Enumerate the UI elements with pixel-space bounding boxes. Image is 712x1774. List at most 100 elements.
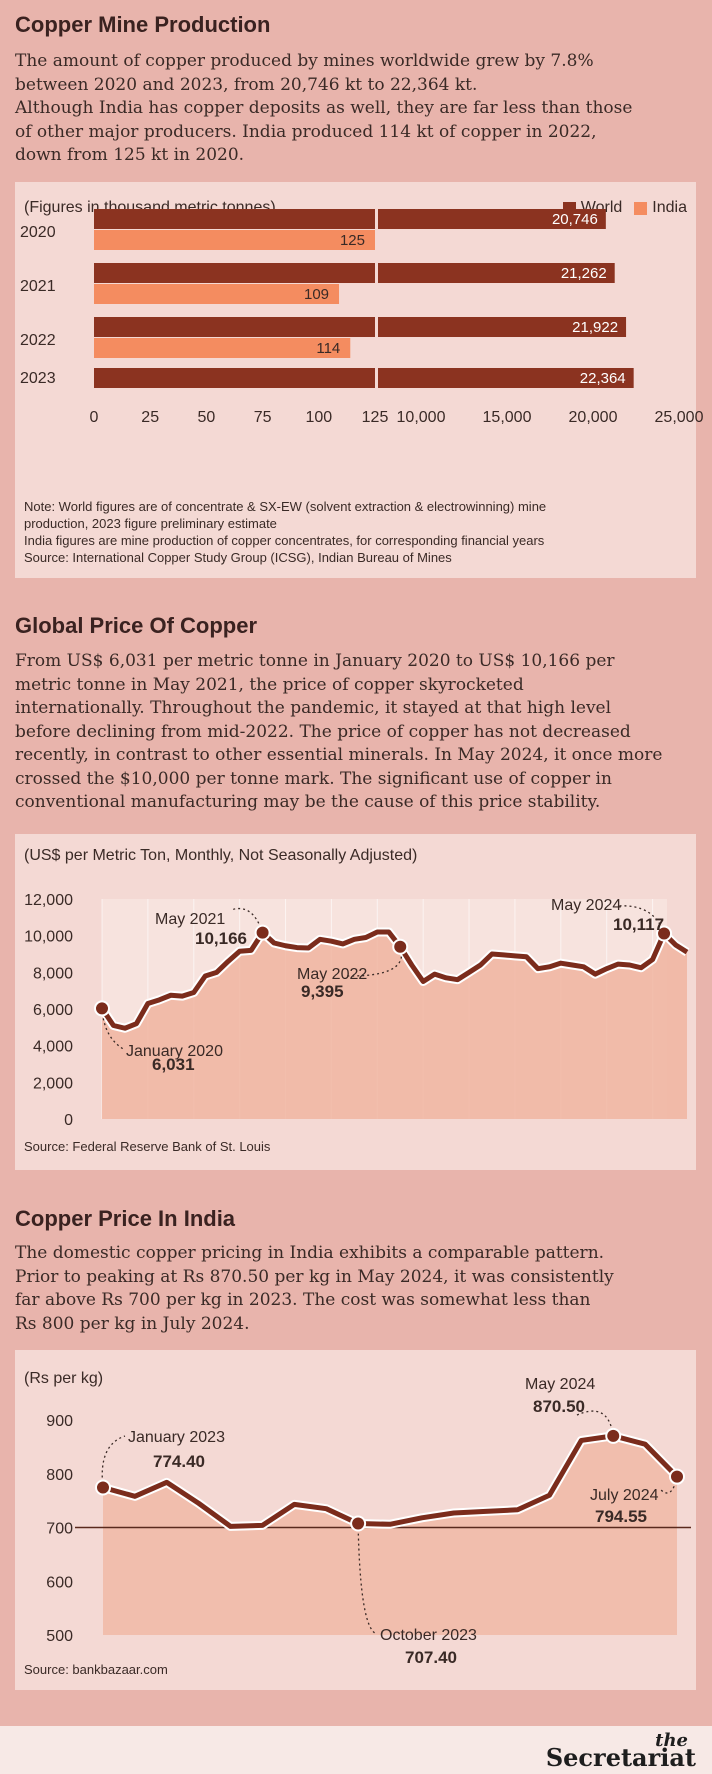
y-tick-label: 12,000 — [24, 892, 73, 909]
desc-line: Rs 800 per kg in July 2024. — [15, 1313, 250, 1334]
chart-source: Source: Federal Reserve Bank of St. Loui… — [24, 1139, 271, 1154]
desc-line: conventional manufacturing may be the ca… — [15, 792, 601, 812]
y-tick-label: 4,000 — [33, 1039, 73, 1056]
annotation-value: 9,395 — [301, 982, 344, 1001]
data-label-world: 21,262 — [561, 265, 607, 282]
bar-world — [94, 317, 375, 337]
x-tick-label: 10,000 — [397, 409, 446, 426]
bar-india — [94, 230, 375, 250]
category-label: 2020 — [20, 224, 56, 241]
bar-world — [94, 368, 375, 388]
annotation-label: May 2024 — [525, 1376, 595, 1393]
brand-logo-the: the — [655, 1730, 688, 1751]
note-line: Source: International Copper Study Group… — [24, 550, 452, 565]
section-title-india-price: Copper Price In India — [15, 1206, 236, 1231]
section-description-global-price: From US$ 6,031 per metric tonne in Janua… — [15, 650, 675, 815]
legend-label-india: India — [652, 199, 687, 216]
annotation-value: 774.40 — [153, 1452, 205, 1471]
desc-line: before declining from mid-2022. The pric… — [15, 721, 631, 742]
chart-panel-global-price: (US$ per Metric Ton, Monthly, Not Season… — [15, 834, 696, 1170]
annotation-marker — [94, 1000, 110, 1017]
note-line: Note: World figures are of concentrate &… — [24, 499, 547, 514]
annotation-value: 10,166 — [195, 929, 247, 948]
desc-line: Although India has copper deposits as we… — [15, 98, 633, 118]
x-tick-label: 25,000 — [655, 409, 704, 426]
legend-swatch-india — [634, 201, 648, 215]
desc-line: From US$ 6,031 per metric tonne in Janua… — [15, 651, 615, 671]
annotation-value: 10,117 — [613, 915, 664, 934]
annotation-marker — [669, 1468, 685, 1485]
area-fill — [102, 932, 687, 1119]
x-tick-label: 75 — [254, 409, 272, 426]
bar-india — [94, 284, 340, 304]
area-fill — [103, 1435, 677, 1635]
x-tick-label: 50 — [198, 409, 216, 426]
annotation-connector — [230, 907, 264, 933]
y-tick-label: 2,000 — [33, 1075, 73, 1092]
bar-world — [378, 368, 634, 388]
annotation-label: January 2020 — [126, 1043, 223, 1060]
annotation-label: May 2021 — [155, 911, 225, 928]
chart-notes: Note: World figures are of concentrate &… — [24, 498, 684, 566]
x-tick-label: 0 — [90, 409, 99, 426]
series-line — [102, 1433, 679, 1529]
x-tick-label: 20,000 — [569, 409, 618, 426]
y-tick-label: 700 — [46, 1521, 73, 1538]
desc-line: The domestic copper pricing in India exh… — [15, 1243, 605, 1263]
annotation-marker — [656, 925, 673, 942]
annotation-label: July 2024 — [590, 1487, 659, 1504]
y-tick-label: 0 — [64, 1112, 73, 1129]
annotation-label: May 2024 — [551, 897, 621, 914]
chart-subtitle: (US$ per Metric Ton, Monthly, Not Season… — [24, 847, 418, 864]
desc-line: between 2020 and 2023, from 20,746 kt to… — [15, 74, 478, 95]
category-label: 2022 — [20, 332, 56, 349]
category-label: 2021 — [20, 278, 56, 295]
chart-panel-india-price: (Rs per kg) 500 600 700 800 900 January 2023 7… — [15, 1350, 696, 1690]
category-label: 2023 — [20, 370, 56, 387]
legend-item-india: India — [634, 199, 687, 217]
x-tick-label: 100 — [305, 409, 332, 426]
india-price-chart: 500 600 700 800 900 January 2023 774.40 October… — [46, 1376, 691, 1667]
annotation-connector — [101, 1008, 126, 1051]
annotation-marker — [95, 1479, 111, 1496]
desc-line: metric tonne in May 2021, the price of c… — [15, 674, 524, 695]
annotation-value: 794.55 — [595, 1507, 647, 1526]
bar-world — [378, 317, 627, 337]
bar-world — [94, 263, 375, 283]
annotation-marker — [605, 1427, 622, 1444]
data-label-india: 125 — [340, 232, 365, 249]
x-tick-label: 25 — [141, 409, 159, 426]
y-tick-label: 500 — [46, 1628, 73, 1645]
desc-line: of other major producers. India produced… — [15, 121, 597, 142]
annotation-value: 870.50 — [533, 1397, 585, 1416]
y-tick-label: 900 — [46, 1413, 73, 1430]
x-tick-label: 125 — [362, 409, 389, 426]
y-tick-label: 6,000 — [33, 1002, 73, 1019]
annotation-value: 707.40 — [405, 1648, 457, 1667]
y-tick-label: 10,000 — [24, 929, 73, 946]
desc-line: far above Rs 700 per kg in 2023. The cos… — [15, 1290, 591, 1310]
desc-line: crossed the $10,000 per tonne mark. The … — [15, 768, 612, 789]
global-price-chart: 0 2,000 4,000 6,000 8,000 10,000 12,000 January… — [24, 892, 690, 1129]
chart-subtitle: (Rs per kg) — [24, 1370, 104, 1387]
desc-line: internationally. Throughout the pandemic… — [15, 698, 612, 718]
annotation-connector — [357, 1523, 378, 1635]
data-label-world: 20,746 — [552, 211, 598, 228]
brand-logo-name: Secretariat — [545, 1743, 696, 1772]
bar-chart: 2020 20,746 125 2021 21,262 109 2022 21,922 114 2… — [20, 209, 704, 426]
footer — [0, 1726, 712, 1774]
desc-line: The amount of copper produced by mines w… — [15, 51, 594, 71]
section-title-global-price: Global Price Of Copper — [15, 613, 258, 638]
annotation-marker — [350, 1515, 367, 1532]
desc-line: down from 125 kt in 2020. — [15, 145, 245, 165]
desc-line: recently, in contrast to other essential… — [15, 745, 663, 765]
bar-world — [94, 209, 375, 229]
bar-india — [94, 338, 351, 358]
chart-source: Source: bankbazaar.com — [24, 1662, 168, 1677]
data-label-india: 114 — [316, 340, 340, 357]
y-tick-label: 8,000 — [33, 965, 73, 982]
annotation-marker — [392, 938, 409, 955]
bar-world — [378, 263, 615, 283]
annotation-connector — [101, 1435, 126, 1488]
note-line: India figures are mine production of cop… — [24, 533, 545, 548]
